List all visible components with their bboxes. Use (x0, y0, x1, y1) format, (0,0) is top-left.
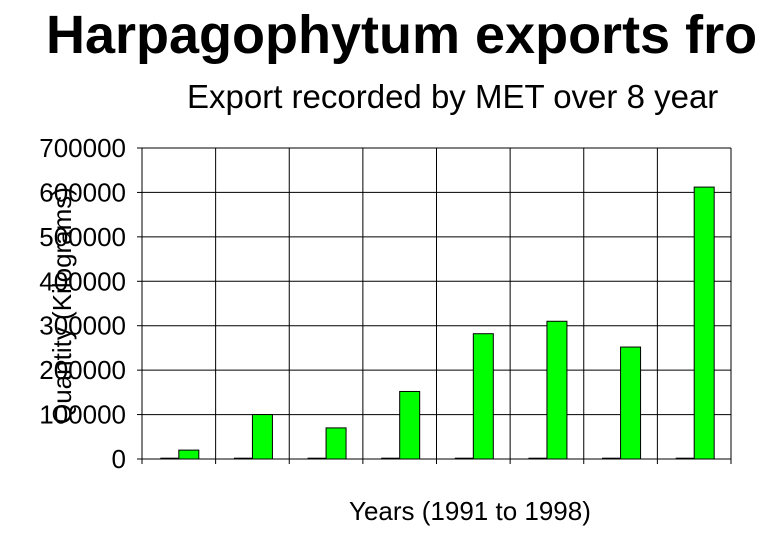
bar (178, 449, 200, 460)
bar (160, 457, 182, 460)
y-tick-label: 200000 (39, 355, 126, 385)
bar (472, 333, 494, 460)
y-tick-label: 400000 (39, 266, 126, 296)
y-tick-label: 100000 (39, 400, 126, 430)
y-tick-label: 700000 (39, 133, 126, 163)
bar (620, 346, 642, 460)
y-tick-label: 300000 (39, 311, 126, 341)
bar (693, 186, 715, 460)
y-axis-label: Quantity (Kilograms) (47, 187, 77, 424)
bar (233, 457, 255, 460)
bar (454, 457, 476, 460)
bar (399, 390, 421, 460)
chart-subtitle: Export recorded by MET over 8 year (187, 78, 719, 115)
y-tick-label: 500000 (39, 222, 126, 252)
bar (675, 457, 697, 460)
y-tick-label: 600000 (39, 177, 126, 207)
bar (307, 457, 329, 460)
bar (251, 414, 273, 460)
bar (546, 320, 568, 460)
y-tick-label: 0 (112, 444, 126, 474)
bar (381, 457, 403, 460)
bar (325, 427, 347, 460)
chart-title: Harpagophytum exports fro (46, 5, 758, 65)
bar (602, 457, 624, 460)
bar (528, 457, 550, 460)
x-axis-label: Years (1991 to 1998) (349, 496, 591, 526)
